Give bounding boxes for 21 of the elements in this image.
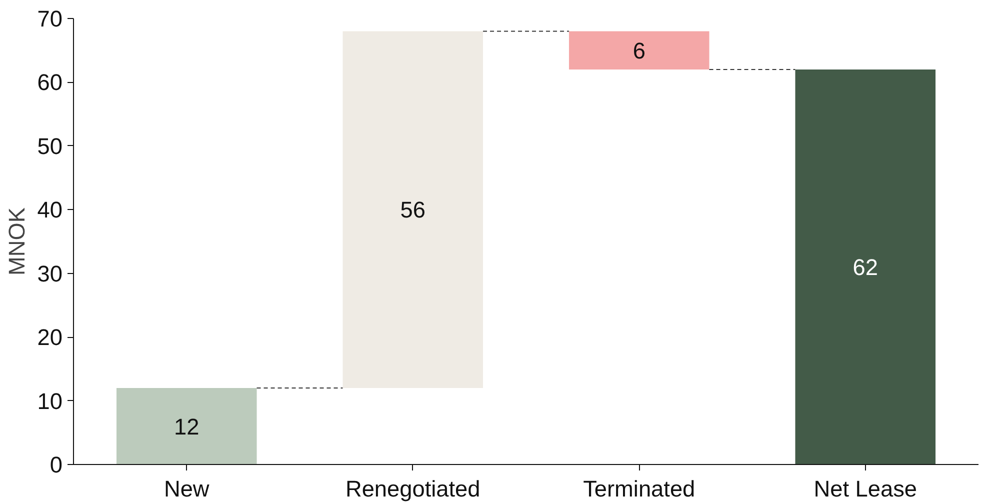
- y-tick-label: 50: [37, 132, 62, 159]
- data-label: 62: [852, 254, 878, 280]
- y-tick-label: 10: [37, 388, 62, 414]
- y-tick-label: 70: [37, 6, 62, 32]
- x-tick-label: Net Lease: [814, 476, 918, 502]
- bar: [342, 31, 484, 388]
- x-tick-label: Terminated: [583, 476, 696, 502]
- y-tick-label: 0: [50, 452, 63, 478]
- data-label: 12: [174, 413, 200, 440]
- y-axis-title: MNOK: [3, 208, 30, 276]
- y-tick-label: 20: [37, 324, 62, 350]
- x-tick-label: Renegotiated: [345, 476, 480, 502]
- y-tick-label: 40: [37, 196, 62, 223]
- bar: [568, 31, 710, 70]
- bar: [116, 388, 257, 464]
- y-tick-label: 60: [37, 69, 62, 96]
- y-tick-label: 30: [37, 260, 62, 286]
- x-tick-label: New: [164, 476, 210, 502]
- data-label: 56: [400, 196, 426, 223]
- bar: [795, 69, 936, 464]
- data-label: 6: [632, 37, 646, 64]
